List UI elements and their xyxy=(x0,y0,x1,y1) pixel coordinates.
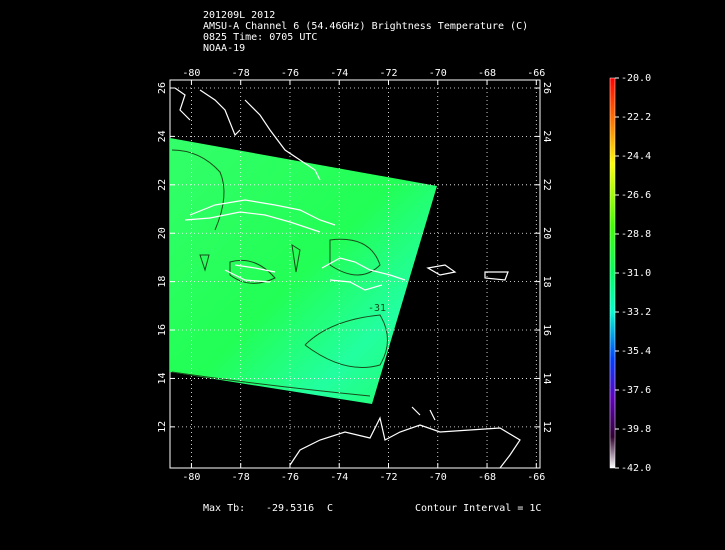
colorbar-label: -35.4 xyxy=(621,346,651,357)
title-line: 0825 Time: 0705 UTC xyxy=(203,32,317,43)
y-tick-label: 26 xyxy=(157,82,168,94)
y-tick-label: 26 xyxy=(541,82,552,94)
y-tick-label: 24 xyxy=(157,130,168,142)
y-tick-label: 20 xyxy=(541,227,552,239)
x-tick-label: -68 xyxy=(478,68,496,79)
data-swath xyxy=(170,138,437,404)
x-tick-label: -74 xyxy=(330,472,348,483)
y-tick-label: 14 xyxy=(157,372,168,384)
x-tick-label: -72 xyxy=(379,68,397,79)
y-tick-label: 24 xyxy=(541,130,552,142)
max-label: Max Tb: xyxy=(203,503,245,514)
y-tick-label: 18 xyxy=(541,276,552,288)
x-tick-label: -70 xyxy=(429,68,447,79)
colorbar-label: -26.6 xyxy=(621,190,651,201)
x-tick-label: -78 xyxy=(232,472,250,483)
max-value: -29.5316 xyxy=(266,503,314,514)
colorbar-label: -42.0 xyxy=(621,463,651,474)
x-tick-label: -80 xyxy=(182,472,200,483)
x-tick-label: -76 xyxy=(281,68,299,79)
y-tick-label: 14 xyxy=(541,372,552,384)
x-tick-label: -66 xyxy=(527,68,545,79)
colorbar-label: -31.0 xyxy=(621,268,651,279)
y-tick-label: 20 xyxy=(157,227,168,239)
title-line: NOAA-19 xyxy=(203,43,245,54)
colorbar-label: -24.4 xyxy=(621,151,651,162)
y-tick-label: 16 xyxy=(541,324,552,336)
x-tick-label: -70 xyxy=(429,472,447,483)
y-tick-label: 12 xyxy=(541,421,552,433)
contours xyxy=(171,149,388,397)
x-tick-label: -68 xyxy=(478,472,496,483)
x-tick-label: -74 xyxy=(330,68,348,79)
coastlines xyxy=(174,87,521,469)
title-line: 201209L 2012 xyxy=(203,10,275,21)
colorbar-label: -37.6 xyxy=(621,385,651,396)
contour-interval: Contour Interval = 1C xyxy=(415,503,541,514)
colorbar xyxy=(609,77,616,469)
y-tick-label: 12 xyxy=(157,421,168,433)
x-tick-label: -80 xyxy=(182,68,200,79)
colorbar-label: -33.2 xyxy=(621,307,651,318)
colorbar-label: -39.8 xyxy=(621,424,651,435)
colorbar-label: -22.2 xyxy=(621,112,651,123)
y-tick-label: 22 xyxy=(157,179,168,191)
contour-label: -31 xyxy=(368,303,386,314)
colorbar-label: -28.8 xyxy=(621,229,651,240)
y-tick-label: 16 xyxy=(157,324,168,336)
title-line: AMSU-A Channel 6 (54.46GHz) Brightness T… xyxy=(203,21,528,32)
x-tick-label: -72 xyxy=(379,472,397,483)
y-tick-label: 22 xyxy=(541,179,552,191)
x-tick-label: -78 xyxy=(232,68,250,79)
colorbar-label: -20.0 xyxy=(621,73,651,84)
x-tick-label: -66 xyxy=(527,472,545,483)
max-unit: C xyxy=(327,503,333,514)
x-tick-label: -76 xyxy=(281,472,299,483)
y-tick-label: 18 xyxy=(157,276,168,288)
